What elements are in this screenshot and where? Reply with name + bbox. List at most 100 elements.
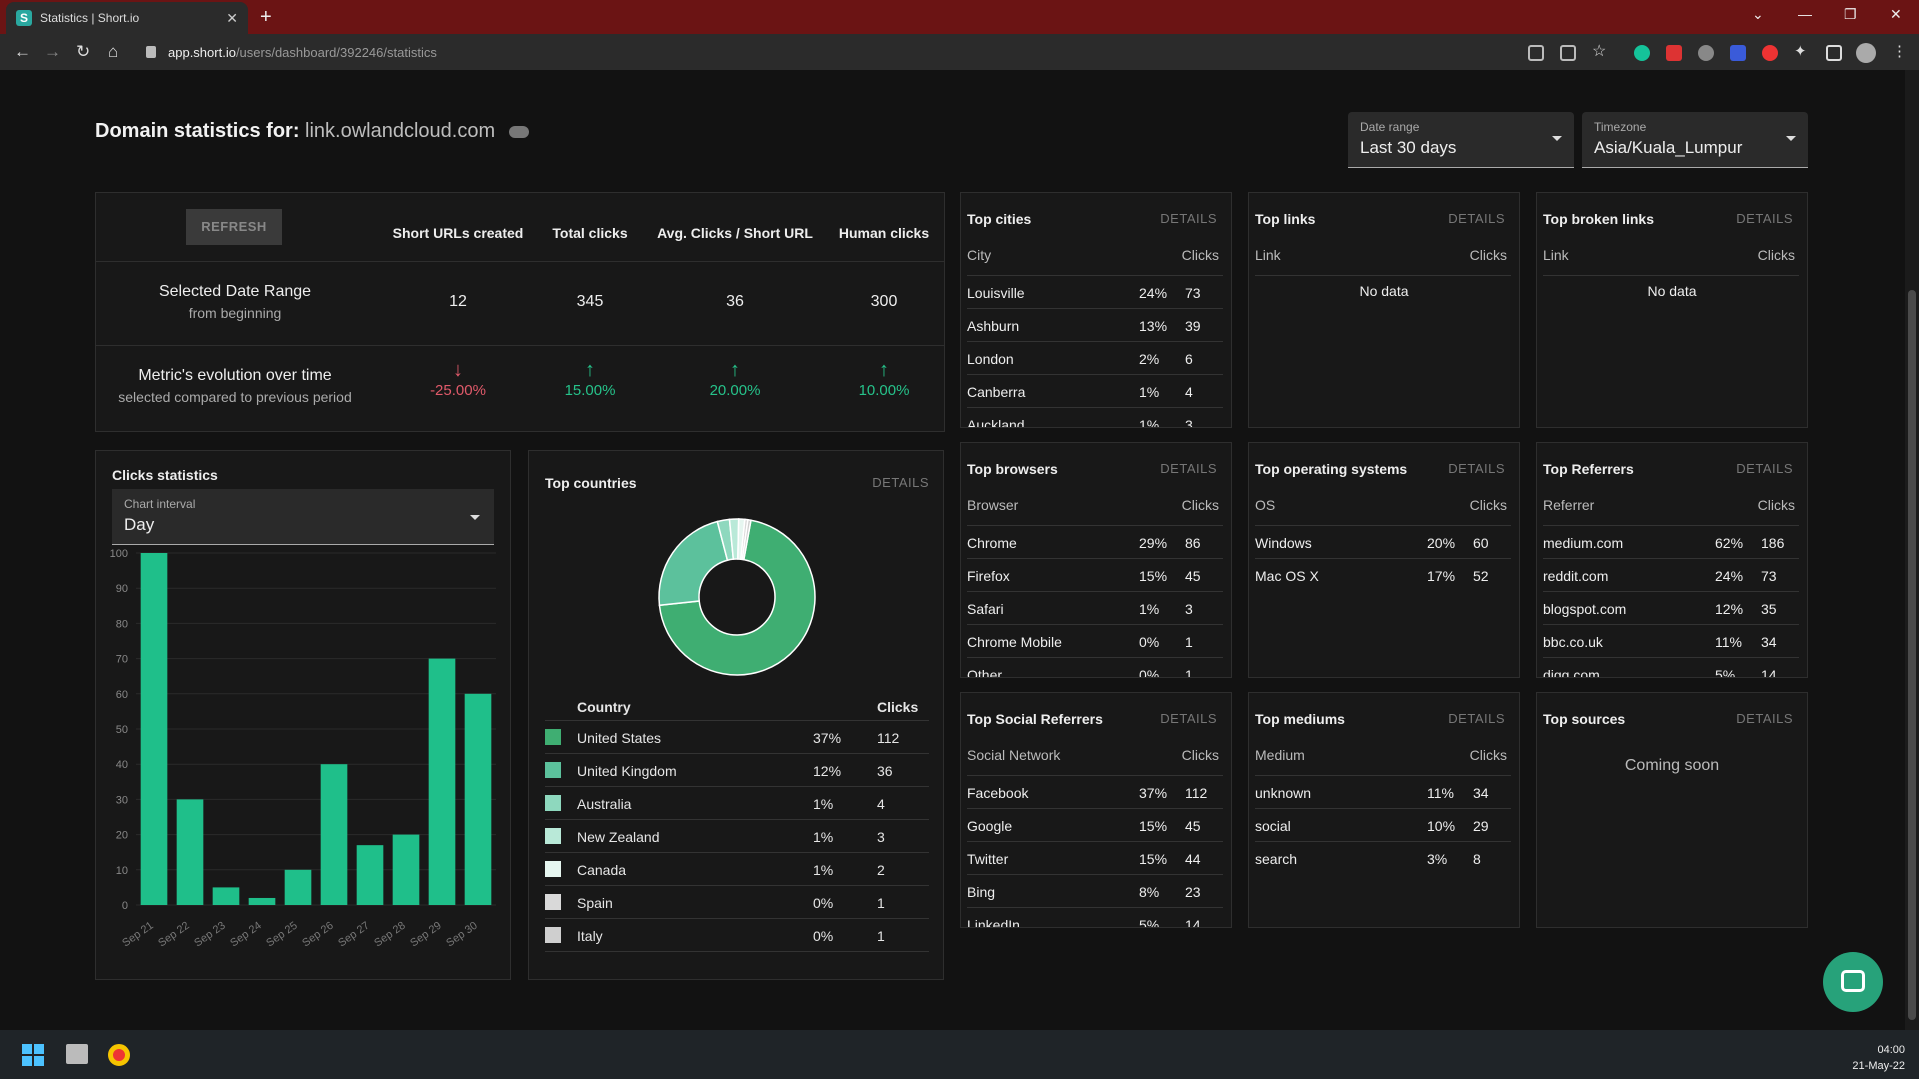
table-row[interactable]: Italy 0% 1: [545, 919, 929, 952]
list-item[interactable]: Twitter 15% 44: [967, 841, 1223, 874]
details-link[interactable]: DETAILS: [1736, 211, 1793, 226]
bar-sep-29[interactable]: [428, 658, 456, 905]
bookmark-star-icon[interactable]: ☆: [1592, 43, 1607, 60]
list-item[interactable]: bbc.co.uk 11% 34: [1543, 624, 1799, 657]
list-item[interactable]: Firefox 15% 45: [967, 558, 1223, 591]
list-item[interactable]: LinkedIn 5% 14: [967, 907, 1223, 927]
list-item[interactable]: blogspot.com 12% 35: [1543, 591, 1799, 624]
extension-glasses-icon[interactable]: [1698, 45, 1714, 61]
details-link[interactable]: DETAILS: [1448, 461, 1505, 476]
bar-sep-24[interactable]: [248, 897, 276, 905]
details-link[interactable]: DETAILS: [1160, 711, 1217, 726]
new-tab-icon[interactable]: +: [260, 6, 272, 28]
bar-sep-28[interactable]: [392, 834, 420, 905]
list-item[interactable]: Mac OS X 17% 52: [1255, 558, 1511, 591]
evolution-value: 10.00%: [858, 382, 910, 399]
grammarly-extension-icon[interactable]: [1634, 45, 1650, 61]
list-item[interactable]: Chrome Mobile 0% 1: [967, 624, 1223, 657]
table-row[interactable]: Australia 1% 4: [545, 787, 929, 820]
window-close-icon[interactable]: ✕: [1890, 6, 1902, 22]
details-link[interactable]: DETAILS: [872, 475, 929, 490]
back-icon[interactable]: ←: [14, 42, 31, 61]
kebab-menu-icon[interactable]: ⋮: [1892, 43, 1907, 60]
bar-sep-27[interactable]: [356, 845, 384, 905]
tab-search-icon[interactable]: ⌄: [1752, 6, 1764, 22]
list-item[interactable]: Facebook 37% 112: [967, 775, 1223, 808]
list-item[interactable]: Safari 1% 3: [967, 591, 1223, 624]
system-clock[interactable]: 04:00 21-May-22: [1852, 1042, 1905, 1074]
browser-tab[interactable]: S Statistics | Short.io ✕: [6, 2, 248, 34]
tab-close-icon[interactable]: ✕: [226, 9, 238, 26]
windows-start-icon[interactable]: [22, 1044, 44, 1066]
install-icon[interactable]: [1528, 45, 1544, 61]
chat-support-button[interactable]: [1823, 952, 1883, 1012]
countries-table-body: United States 37% 112 United Kingdom 12%…: [545, 721, 929, 952]
share-icon[interactable]: [1560, 45, 1576, 61]
bar-sep-30[interactable]: [464, 693, 492, 905]
table-row[interactable]: New Zealand 1% 3: [545, 820, 929, 853]
home-icon[interactable]: ⌂: [108, 42, 119, 61]
donut-slice-italy[interactable]: [741, 518, 752, 561]
bar-sep-22[interactable]: [176, 799, 204, 905]
address-bar[interactable]: app.short.io/users/dashboard/392246/stat…: [140, 38, 1520, 66]
list-item[interactable]: Google 15% 45: [967, 808, 1223, 841]
details-link[interactable]: DETAILS: [1736, 461, 1793, 476]
extension-red-icon[interactable]: [1666, 45, 1682, 61]
table-row[interactable]: Spain 0% 1: [545, 886, 929, 919]
list-item[interactable]: Windows 20% 60: [1255, 525, 1511, 558]
list-item[interactable]: digg.com 5% 14: [1543, 657, 1799, 677]
reload-icon[interactable]: ↻: [76, 42, 91, 61]
list-item[interactable]: Bing 8% 23: [967, 874, 1223, 907]
minimize-icon[interactable]: —: [1798, 6, 1812, 22]
bar-sep-23[interactable]: [212, 887, 240, 905]
item-label: Bing: [967, 884, 996, 900]
side-panel-icon[interactable]: [1826, 45, 1842, 61]
details-link[interactable]: DETAILS: [1160, 211, 1217, 226]
donut-slice-united-kingdom[interactable]: [658, 520, 729, 607]
scrollbar-thumb[interactable]: [1908, 290, 1916, 1020]
details-link[interactable]: DETAILS: [1736, 711, 1793, 726]
evolution-value: -25.00%: [430, 382, 486, 399]
country-name: Australia: [577, 796, 632, 812]
page-scrollbar[interactable]: [1905, 70, 1919, 1030]
list-item[interactable]: Chrome 29% 86: [967, 525, 1223, 558]
donut-slice-united-states[interactable]: [658, 519, 816, 676]
list-item[interactable]: London 2% 6: [967, 341, 1223, 374]
table-row[interactable]: United Kingdom 12% 36: [545, 754, 929, 787]
details-link[interactable]: DETAILS: [1160, 461, 1217, 476]
profile-avatar[interactable]: [1856, 43, 1876, 63]
chart-interval-select[interactable]: Chart interval Day: [112, 489, 494, 545]
details-link[interactable]: DETAILS: [1448, 211, 1505, 226]
item-clicks: 60: [1473, 535, 1489, 551]
restore-icon[interactable]: ❐: [1844, 6, 1857, 22]
evolution-total-clicks: ↑ 15.00%: [534, 359, 646, 399]
details-link[interactable]: DETAILS: [1448, 711, 1505, 726]
list-item[interactable]: unknown 11% 34: [1255, 775, 1511, 808]
list-item[interactable]: Other 0% 1: [967, 657, 1223, 677]
col-label: Medium: [1255, 747, 1305, 763]
table-row[interactable]: Canada 1% 2: [545, 853, 929, 886]
list-item[interactable]: Ashburn 13% 39: [967, 308, 1223, 341]
cloud-download-icon[interactable]: [508, 125, 529, 138]
date-range-select[interactable]: Date range Last 30 days: [1348, 112, 1574, 168]
list-item[interactable]: Louisville 24% 73: [967, 275, 1223, 308]
list-item[interactable]: reddit.com 24% 73: [1543, 558, 1799, 591]
table-row[interactable]: United States 37% 112: [545, 721, 929, 754]
bar-sep-26[interactable]: [320, 764, 348, 905]
list-item[interactable]: search 3% 8: [1255, 841, 1511, 874]
extension-blue-icon[interactable]: [1730, 45, 1746, 61]
y-tick-label: 40: [116, 759, 128, 771]
extension-red-round-icon[interactable]: [1762, 45, 1778, 61]
refresh-button[interactable]: REFRESH: [186, 209, 282, 245]
chrome-taskbar-icon[interactable]: [108, 1044, 130, 1066]
list-item[interactable]: Auckland 1% 3: [967, 407, 1223, 427]
bar-sep-25[interactable]: [284, 869, 312, 905]
timezone-select[interactable]: Timezone Asia/Kuala_Lumpur: [1582, 112, 1808, 168]
task-view-icon[interactable]: [66, 1044, 88, 1064]
list-item[interactable]: social 10% 29: [1255, 808, 1511, 841]
list-item[interactable]: Canberra 1% 4: [967, 374, 1223, 407]
bar-sep-21[interactable]: [140, 553, 168, 905]
list-item[interactable]: medium.com 62% 186: [1543, 525, 1799, 558]
puzzle-extensions-icon[interactable]: ✦: [1794, 43, 1807, 60]
forward-icon[interactable]: →: [44, 42, 61, 61]
